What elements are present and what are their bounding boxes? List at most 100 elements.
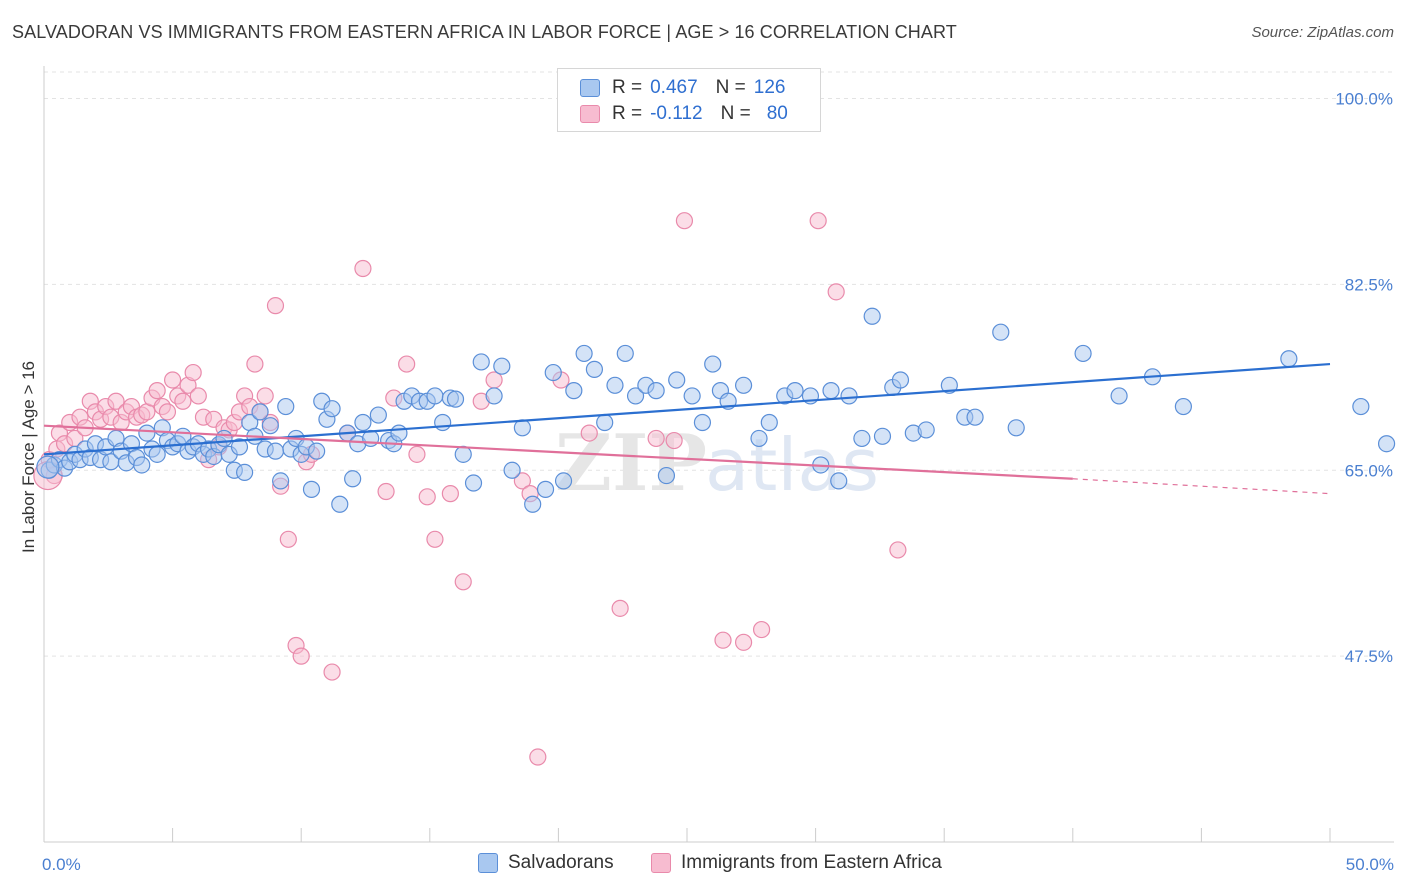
data-point — [390, 424, 408, 442]
watermark: ZIP atlas — [555, 418, 879, 509]
data-point — [611, 599, 629, 617]
stats-legend: R = 0.467 N = 126 R = -0.112 N = 80 — [557, 68, 821, 132]
data-point — [408, 445, 426, 463]
data-point — [809, 212, 827, 230]
axis-labels: 47.5% 65.0% 82.5% 100.0% 0.0% 50.0% In Labor F… — [19, 90, 1394, 874]
data-point — [189, 387, 207, 405]
legend-row-salvadorans: R = 0.467 N = 126 — [580, 76, 785, 100]
data-point — [472, 353, 490, 371]
data-point — [133, 456, 151, 474]
data-point — [734, 376, 753, 394]
svg-text:ZIP: ZIP — [555, 418, 707, 509]
data-point — [36, 455, 60, 479]
chart-source: Source: ZipAtlas.com — [1251, 24, 1394, 41]
data-point — [266, 442, 285, 460]
data-point — [323, 400, 341, 418]
data-point — [1074, 344, 1092, 363]
legend-r-value: 0.467 — [650, 77, 698, 98]
x-tick-label: 0.0% — [42, 855, 81, 874]
data-point — [398, 355, 416, 373]
data-point — [344, 470, 362, 488]
data-point — [647, 429, 665, 448]
data-point — [236, 463, 254, 481]
legend-r-label: R = — [612, 77, 643, 98]
data-point — [891, 371, 910, 389]
data-point — [1007, 419, 1025, 437]
data-point — [454, 573, 472, 591]
data-point — [279, 530, 297, 548]
data-point — [536, 480, 555, 498]
data-point — [426, 530, 444, 548]
data-point — [524, 495, 542, 513]
data-point — [454, 445, 472, 463]
legend-n-label: N = — [720, 103, 751, 124]
data-point — [830, 472, 848, 490]
data-point — [434, 413, 452, 432]
trend-line-eastern-africa — [43, 424, 1073, 480]
data-point — [917, 421, 935, 439]
trend-line-salvadorans — [43, 362, 1331, 456]
data-point — [580, 424, 598, 442]
bottom-legend-label: Immigrants from Eastern Africa — [681, 852, 942, 873]
data-point — [786, 382, 804, 400]
data-point — [441, 485, 459, 503]
data-point — [230, 438, 249, 456]
data-point — [184, 363, 202, 382]
data-point — [266, 297, 285, 315]
data-point — [873, 427, 892, 445]
data-point — [616, 344, 634, 363]
data-point — [272, 472, 290, 490]
legend-row-eastern-africa: R = -0.112 N = 80 — [580, 102, 788, 126]
legend-n-value: 126 — [753, 77, 786, 98]
data-point — [377, 482, 395, 501]
data-point — [585, 360, 604, 378]
data-point — [596, 413, 614, 432]
legend-r-label: R = — [612, 103, 643, 124]
data-point — [148, 445, 166, 463]
data-point — [164, 371, 182, 389]
y-tick-label: 100.0% — [1335, 90, 1393, 109]
data-point — [750, 429, 768, 448]
data-point — [464, 474, 483, 492]
data-point — [693, 413, 712, 432]
data-point — [734, 633, 753, 651]
data-point — [657, 466, 676, 485]
data-point — [675, 212, 694, 230]
data-point — [760, 413, 778, 432]
data-point — [251, 403, 269, 421]
data-point — [215, 429, 233, 448]
legend-swatch-pink — [580, 105, 600, 123]
data-point — [544, 363, 562, 382]
data-point — [256, 387, 274, 405]
data-point — [606, 376, 624, 394]
data-point — [292, 647, 310, 665]
data-point — [354, 259, 372, 278]
y-tick-label: 82.5% — [1345, 275, 1393, 294]
data-point — [853, 429, 871, 448]
data-point — [827, 283, 845, 301]
data-point — [822, 382, 840, 400]
data-point — [940, 376, 958, 394]
x-tick-label: 50.0% — [1346, 855, 1394, 874]
data-point — [714, 631, 732, 649]
bottom-legend-eastern-africa: Immigrants from Eastern Africa — [651, 852, 942, 874]
data-point — [308, 442, 326, 460]
bottom-legend-label: Salvadorans — [508, 852, 614, 873]
legend-swatch-blue — [580, 79, 600, 97]
data-point — [158, 403, 177, 421]
data-point — [277, 397, 295, 416]
legend-r-value: -0.112 — [650, 103, 703, 124]
bottom-legend-swatch-blue — [478, 853, 498, 873]
data-point — [503, 461, 521, 479]
data-point — [302, 480, 321, 498]
data-point — [668, 371, 686, 389]
data-point — [418, 488, 436, 506]
data-point — [107, 392, 125, 410]
data-point — [246, 355, 264, 373]
data-point — [1352, 397, 1370, 416]
data-point — [261, 417, 279, 435]
y-tick-label: 65.0% — [1345, 461, 1393, 480]
data-point — [174, 392, 192, 410]
data-point — [331, 495, 349, 513]
